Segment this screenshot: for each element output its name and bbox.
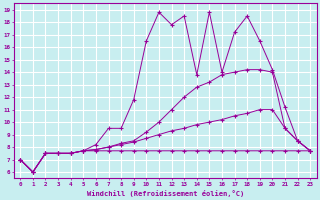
X-axis label: Windchill (Refroidissement éolien,°C): Windchill (Refroidissement éolien,°C) [87,190,244,197]
